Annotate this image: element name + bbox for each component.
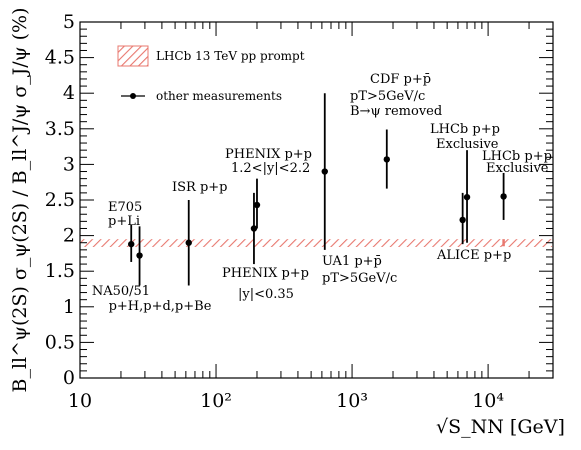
y-tick-label: 0 [63, 367, 75, 389]
legend-band-swatch [117, 45, 149, 67]
tick-labels-layer: 0 0.5 1 1.5 2 2.5 3 3.5 4 4.5 5 10 10² 10³ 10⁴ [45, 11, 505, 412]
y-tick-label: 0.5 [45, 331, 75, 353]
y-tick-label: 2 [63, 225, 75, 247]
y-tick-label: 3.5 [45, 118, 75, 140]
data-point [253, 201, 261, 209]
data-point [321, 168, 328, 175]
y-tick-label: 2.5 [45, 189, 75, 211]
annotation-phenix-fwd: PHENIX p+p 1.2<|y|<2.2 [225, 147, 316, 176]
data-point [463, 193, 471, 201]
x-axis-title: √S_NN [GeV] [436, 416, 565, 438]
x-tick-label: 10³ [336, 390, 368, 412]
annotation-alice: ALICE p+p [436, 248, 511, 263]
y-tick-label: 1.5 [45, 260, 75, 282]
y-tick-label: 3 [63, 153, 75, 175]
annotation-cdf: CDF p+p̄ pT>5GeV/c B→ψ removed [350, 72, 442, 119]
data-point [250, 225, 258, 232]
x-tick-label: 10² [200, 390, 232, 412]
annotation-e705: E705 p+Li [108, 200, 146, 229]
annotation-ua1: UA1 p+p̄ pT>5GeV/c [322, 254, 397, 286]
annotations: E705 p+Li NA50/51 p+H,p+d,p+Be ISR p+p P… [92, 72, 556, 314]
legend: LHCb 13 TeV pp prompt other measurements [117, 45, 305, 103]
data-point [500, 193, 507, 200]
x-tick-label: 10⁴ [472, 390, 504, 412]
band-layer [81, 239, 552, 247]
data-point [128, 240, 135, 248]
y-tick-label: 4.5 [45, 47, 75, 69]
annotation-lhcb-7: LHCb p+p Exclusive [430, 122, 504, 152]
y-tick-label: 1 [63, 296, 75, 318]
legend-marker-label: other measurements [156, 89, 282, 103]
annotation-isr: ISR p+p [172, 180, 228, 195]
ticks-layer [79, 21, 554, 379]
y-axis-title: B_ll^ψ(2S) σ_ψ(2S) / B_ll^J/ψ σ_J/ψ (%) [9, 8, 31, 393]
annotation-na50: NA50/51 p+H,p+d,p+Be [92, 284, 212, 314]
data-point [383, 156, 390, 163]
annotation-lhcb-13: LHCb p+p Exclusive [482, 149, 556, 176]
legend-marker-dot [130, 93, 136, 99]
annotation-phenix-mid: PHENIX p+p |y|<0.35 [222, 266, 313, 302]
x-tick-label: 10 [68, 390, 92, 412]
lhcb-13tev-band [81, 239, 552, 247]
points-layer [128, 93, 507, 286]
data-point [459, 216, 466, 224]
data-point [136, 252, 143, 259]
y-tick-label: 4 [63, 82, 75, 104]
y-tick-label: 5 [63, 11, 75, 33]
data-point [185, 239, 192, 246]
legend-band-label: LHCb 13 TeV pp prompt [156, 49, 305, 63]
